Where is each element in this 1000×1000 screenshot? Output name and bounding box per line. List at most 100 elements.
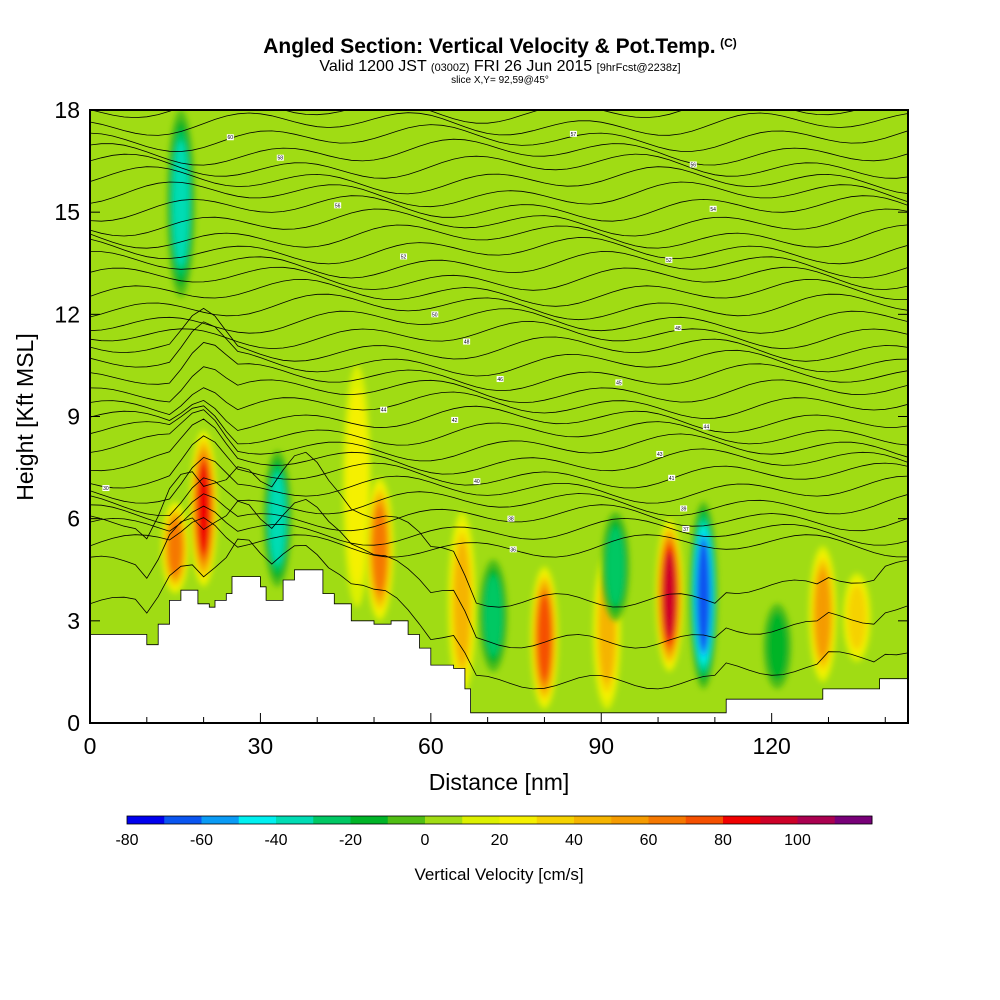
theta-contour bbox=[90, 517, 908, 558]
contour-label-bg bbox=[709, 205, 717, 212]
theta-contour bbox=[90, 224, 908, 249]
terrain bbox=[90, 569, 908, 723]
potential-temperature-contours bbox=[90, 110, 908, 690]
x-tick-label: 90 bbox=[588, 733, 614, 759]
x-tick-label: 120 bbox=[752, 733, 790, 759]
updraft-column bbox=[365, 477, 394, 621]
contour-label: 56 bbox=[690, 162, 696, 168]
contour-label: 41 bbox=[669, 476, 675, 482]
theta-contour bbox=[90, 251, 908, 279]
colorbar-swatch bbox=[462, 816, 500, 824]
y-tick-label: 12 bbox=[54, 301, 80, 327]
contour-label-bg bbox=[226, 134, 234, 141]
colorbar-swatch bbox=[797, 816, 836, 824]
colorbar-swatch bbox=[834, 816, 873, 824]
contour-label-bg bbox=[680, 505, 688, 512]
colorbar-swatch bbox=[685, 816, 724, 824]
chart-title-tag: (C) bbox=[720, 36, 737, 50]
colorbar-tick-label: 100 bbox=[784, 832, 811, 849]
updraft-core bbox=[663, 552, 676, 639]
theta-contour bbox=[90, 308, 908, 334]
contour-label: 36 bbox=[510, 547, 516, 553]
contour-label: 44 bbox=[381, 408, 387, 414]
colorbar-swatch bbox=[499, 816, 538, 824]
colorbar-tick-label: 40 bbox=[565, 832, 583, 849]
colorbar-frame bbox=[126, 815, 873, 825]
contour-label: 44 bbox=[704, 425, 710, 431]
downdraft-column bbox=[689, 501, 718, 689]
valid-time: Valid 1200 JST bbox=[319, 58, 427, 75]
theta-contour bbox=[90, 208, 908, 237]
contour-label: 40 bbox=[474, 479, 480, 485]
downdraft-column bbox=[601, 511, 630, 621]
updraft-core bbox=[847, 585, 866, 650]
forecast-info: [9hrFcst@2238z] bbox=[596, 62, 681, 74]
utc-time: (0300Z) bbox=[430, 62, 470, 74]
contour-label-bg bbox=[665, 256, 673, 263]
contour-label-bg bbox=[276, 154, 284, 161]
terrain-mask bbox=[90, 569, 908, 723]
contour-label-bg bbox=[682, 525, 690, 532]
theta-contour bbox=[90, 278, 908, 307]
downdraft-core bbox=[484, 574, 503, 657]
contour-label-bg bbox=[334, 202, 342, 209]
contour-label: 56 bbox=[335, 203, 341, 209]
downdraft-column bbox=[263, 450, 292, 587]
contour-label: 43 bbox=[657, 452, 663, 458]
y-tick-label: 18 bbox=[54, 97, 80, 123]
chart-subtitle: Valid 1200 JST (0300Z) FRI 26 Jun 2015 [… bbox=[0, 59, 1000, 75]
updraft-core bbox=[346, 387, 368, 586]
theta-contour bbox=[90, 237, 908, 265]
contour-label: 50 bbox=[432, 312, 438, 318]
theta-contour bbox=[90, 435, 908, 489]
contour-label-bg bbox=[473, 478, 481, 485]
contour-label-bg bbox=[451, 416, 459, 423]
theta-contour bbox=[90, 153, 908, 179]
colorbar-swatch bbox=[760, 816, 798, 824]
theta-contour bbox=[90, 266, 908, 291]
theta-contour bbox=[90, 505, 908, 546]
updraft-core bbox=[372, 505, 387, 593]
contour-label: 39 bbox=[681, 506, 687, 512]
updraft-column bbox=[842, 573, 871, 662]
theta-contour bbox=[90, 456, 908, 504]
colorbar-swatch bbox=[201, 816, 240, 824]
contour-label-bg bbox=[463, 338, 471, 345]
theta-contour bbox=[90, 321, 908, 377]
velocity-field bbox=[161, 110, 871, 710]
colorbar-tick-label: -60 bbox=[190, 832, 213, 849]
updraft-column bbox=[655, 518, 684, 672]
chart-title: Angled Section: Vertical Velocity & Pot.… bbox=[263, 35, 716, 58]
contour-label-bg bbox=[615, 379, 623, 386]
colorbar-swatch bbox=[425, 816, 463, 824]
updraft-column bbox=[808, 545, 837, 683]
contour-label: 37 bbox=[683, 527, 689, 533]
contour-label: 42 bbox=[452, 418, 458, 424]
contour-label: 45 bbox=[616, 380, 622, 386]
colorbar-tick-label: 20 bbox=[491, 832, 509, 849]
downdraft-core bbox=[606, 526, 625, 606]
contour-label-bg bbox=[507, 515, 515, 522]
updraft-core bbox=[197, 463, 210, 554]
theta-contour bbox=[90, 477, 908, 517]
contour-label-bg bbox=[656, 450, 664, 457]
downdraft-core bbox=[269, 473, 286, 565]
colorbar-swatch bbox=[238, 816, 277, 824]
contour-label-bg bbox=[668, 474, 676, 481]
contour-label-bg bbox=[380, 406, 388, 413]
downdraft-core bbox=[697, 540, 710, 651]
contour-label: 60 bbox=[228, 135, 234, 141]
contour-label-bg bbox=[689, 161, 697, 168]
updraft-core bbox=[815, 570, 831, 658]
colorbar-swatch bbox=[723, 816, 761, 824]
colorbar-tick-label: 60 bbox=[640, 832, 658, 849]
theta-contour-low bbox=[90, 498, 908, 649]
colorbar-swatch bbox=[536, 816, 575, 824]
contour-label-bg bbox=[496, 376, 504, 383]
y-tick-label: 15 bbox=[54, 199, 80, 225]
contour-label: 46 bbox=[497, 377, 503, 383]
contour-label: 58 bbox=[278, 156, 284, 162]
contour-label: 30 bbox=[103, 486, 109, 492]
colorbar-swatch bbox=[574, 816, 612, 824]
